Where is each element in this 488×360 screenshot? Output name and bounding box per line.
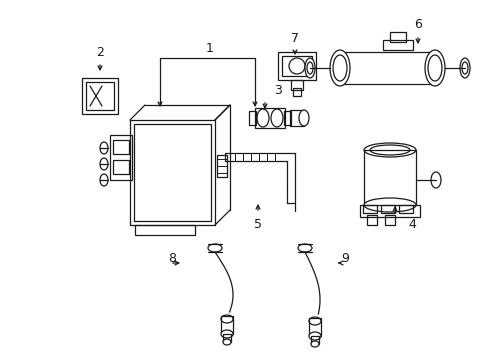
Bar	[382, 40, 412, 50]
Ellipse shape	[297, 244, 311, 252]
Bar	[310, 336, 318, 344]
Bar	[289, 110, 304, 126]
Ellipse shape	[306, 62, 312, 74]
Bar	[278, 52, 315, 80]
Bar	[363, 150, 415, 205]
Bar	[134, 124, 210, 221]
Ellipse shape	[257, 109, 268, 127]
Text: 2: 2	[96, 45, 104, 58]
Bar	[384, 215, 394, 225]
Bar	[292, 88, 301, 96]
Text: 8: 8	[168, 252, 176, 265]
Ellipse shape	[459, 58, 469, 78]
Bar	[135, 225, 195, 235]
Ellipse shape	[305, 58, 314, 78]
Ellipse shape	[223, 339, 230, 345]
Bar	[339, 52, 434, 84]
Ellipse shape	[100, 174, 108, 186]
Bar	[113, 140, 129, 154]
Bar	[254, 108, 285, 128]
Ellipse shape	[461, 62, 467, 74]
Ellipse shape	[310, 341, 318, 347]
Ellipse shape	[430, 172, 440, 188]
Bar	[221, 316, 232, 334]
Circle shape	[288, 58, 305, 74]
Bar	[86, 82, 114, 110]
Bar	[82, 78, 118, 114]
Ellipse shape	[298, 110, 308, 126]
Ellipse shape	[427, 55, 441, 81]
Ellipse shape	[100, 142, 108, 154]
Ellipse shape	[363, 143, 415, 157]
Text: 6: 6	[413, 18, 421, 31]
Ellipse shape	[424, 50, 444, 86]
Bar	[389, 32, 405, 42]
Ellipse shape	[221, 315, 232, 323]
Bar	[366, 215, 376, 225]
Text: 5: 5	[253, 219, 262, 231]
Bar	[290, 80, 303, 90]
Ellipse shape	[329, 50, 349, 86]
Ellipse shape	[332, 55, 346, 81]
Ellipse shape	[363, 198, 415, 212]
Bar	[223, 334, 230, 342]
Text: 7: 7	[290, 31, 298, 45]
Bar	[282, 56, 311, 76]
Text: 9: 9	[340, 252, 348, 265]
Bar	[284, 111, 290, 125]
Text: 4: 4	[407, 219, 415, 231]
Bar	[359, 205, 419, 217]
Text: 3: 3	[273, 84, 282, 96]
Bar	[248, 111, 256, 125]
Bar	[380, 205, 394, 213]
Ellipse shape	[308, 317, 320, 325]
Text: 1: 1	[205, 41, 214, 54]
Bar	[110, 135, 132, 180]
Bar	[113, 160, 129, 174]
Bar	[217, 155, 226, 177]
Ellipse shape	[221, 330, 232, 338]
Bar	[362, 205, 376, 213]
Bar	[308, 318, 320, 336]
Bar	[398, 205, 412, 213]
Ellipse shape	[308, 332, 320, 340]
Ellipse shape	[207, 244, 222, 252]
Ellipse shape	[270, 109, 283, 127]
Ellipse shape	[100, 158, 108, 170]
